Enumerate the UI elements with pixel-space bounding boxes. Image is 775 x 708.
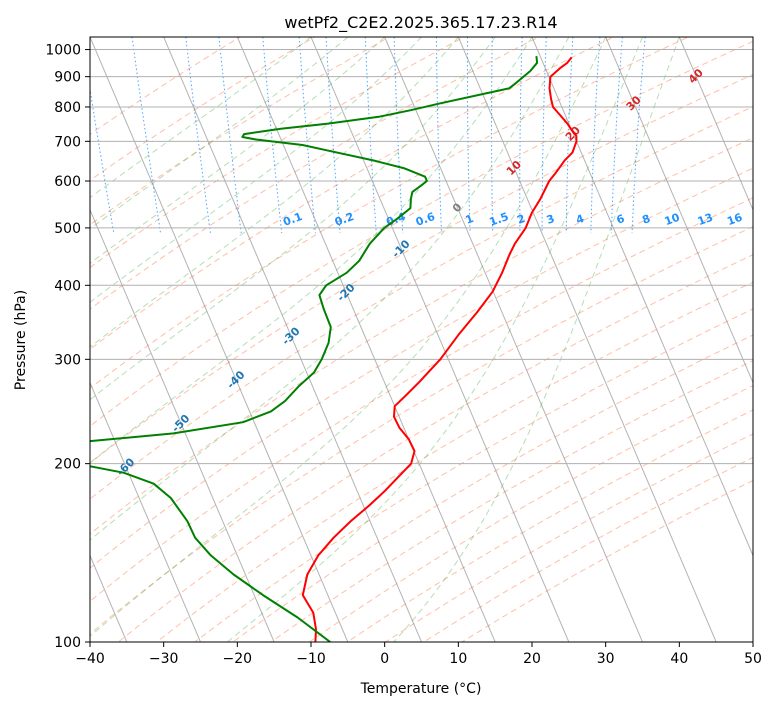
- dry-adiabat-line: [90, 73, 753, 464]
- x-axis: −40 −30 −20 −10 0 10 20 30 40 50: [75, 642, 762, 667]
- y-tick-label: 300: [54, 352, 81, 368]
- dry-adiabat-line: [232, 334, 753, 642]
- mixing-ratio-label: 8: [641, 212, 653, 227]
- dry-adiabat-line: [90, 137, 753, 535]
- y-tick-label: 1000: [45, 43, 81, 59]
- y-tick-label: 800: [54, 100, 81, 116]
- dry-adiabat-line: [90, 37, 391, 226]
- mixing-ratio-label: 0.6: [414, 210, 437, 229]
- mixing-ratio-label: 2: [515, 212, 527, 227]
- dry-adiabat-line: [155, 281, 753, 642]
- moist-adiabat-line: [90, 37, 570, 541]
- x-tick-label: 0: [380, 651, 389, 667]
- mixing-ratio-label: 10: [663, 211, 682, 229]
- dry-adiabat-line: [90, 197, 753, 603]
- mixing-ratio-label: 20: [751, 211, 770, 229]
- temperature-profile-line: [301, 56, 578, 642]
- dry-adiabat-line: [90, 37, 466, 269]
- isotherm-line: [384, 37, 644, 642]
- moist-adiabat-line: [90, 37, 533, 464]
- moist-adiabat-line: [90, 37, 386, 264]
- y-axis-title: Pressure (hPa): [13, 290, 29, 390]
- mixing-ratio-label: 3: [545, 212, 557, 227]
- x-axis-title: Temperature (°C): [360, 681, 482, 697]
- moist-adiabat-line: [90, 37, 312, 199]
- plot-frame: [89, 36, 754, 643]
- isotherm-line: [90, 554, 128, 642]
- x-tick-label: −10: [296, 651, 326, 667]
- dewpoint-profile-line: [90, 55, 539, 642]
- moist-adiabat-line: [90, 37, 496, 401]
- moist-adiabat-line: [393, 37, 680, 642]
- y-tick-label: 700: [54, 134, 81, 150]
- x-tick-label: −20: [223, 651, 253, 667]
- dry-adiabat-line: [308, 384, 753, 642]
- dry-adiabat-line: [117, 254, 753, 642]
- mixing-ratio-label: 1.5: [488, 210, 511, 229]
- mixing-ratio-label: 6: [615, 212, 627, 227]
- mixing-ratio-line: [90, 86, 115, 234]
- isotherm-line: [236, 37, 496, 642]
- moist-adiabat-line: [227, 37, 643, 642]
- x-tick-label: 30: [597, 651, 615, 667]
- mixing-ratio-label: 0.1: [281, 210, 304, 229]
- dry-adiabat-line: [90, 37, 690, 389]
- isotherm-line: [90, 381, 202, 642]
- dry-adiabat-line: [90, 37, 316, 181]
- dry-adiabat-line: [90, 37, 540, 310]
- moist-adiabat-line: [90, 37, 607, 637]
- x-tick-label: 50: [744, 651, 762, 667]
- isotherm-line: [310, 37, 570, 642]
- isotherm-line: [163, 37, 423, 642]
- isotherm-line: [678, 37, 753, 212]
- y-tick-label: 400: [54, 278, 81, 294]
- y-tick-label: 500: [54, 221, 81, 237]
- mixing-ratio-label: 4: [574, 212, 586, 227]
- mixing-ratio-label: 16: [725, 211, 744, 229]
- chart-title: wetPf2_C2E2.2025.365.17.23.R14: [284, 13, 557, 33]
- x-tick-label: 40: [670, 651, 688, 667]
- dry-adiabat-line: [90, 40, 753, 427]
- mixing-ratio-label: 13: [696, 211, 715, 228]
- y-tick-label: 200: [54, 457, 81, 473]
- y-tick-label: 900: [54, 70, 81, 86]
- y-axis: 1000 900 800 700 600 500 400 300 200 100: [45, 43, 90, 651]
- profile-lines: [90, 55, 578, 642]
- moist-adiabat-line: [90, 37, 459, 348]
- dry-adiabat-line: [90, 37, 241, 136]
- x-tick-label: 10: [449, 651, 467, 667]
- x-tick-label: −30: [149, 651, 179, 667]
- isotherm-line: [457, 37, 717, 642]
- mixing-ratio-label: 0.2: [333, 210, 356, 229]
- isotherm-line: [90, 208, 275, 642]
- x-tick-label: 20: [523, 651, 541, 667]
- isotherm-line: [605, 37, 753, 384]
- mixing-ratio-label: 1: [464, 212, 476, 227]
- y-tick-label: 100: [54, 635, 81, 651]
- y-tick-label: 600: [54, 174, 81, 190]
- dry-adiabat-line: [90, 167, 753, 569]
- x-tick-label: −40: [75, 651, 105, 667]
